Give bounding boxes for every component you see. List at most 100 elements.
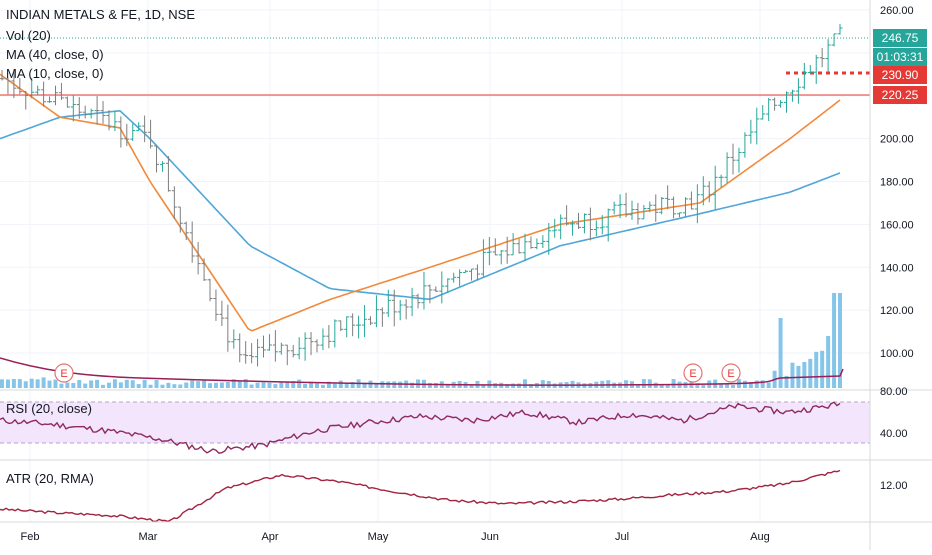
ohlc-bar[interactable] — [813, 54, 819, 85]
ohlc-bar[interactable] — [801, 62, 807, 90]
ohlc-bar[interactable] — [659, 196, 665, 215]
ohlc-bar[interactable] — [789, 89, 795, 102]
ohlc-bar[interactable] — [5, 77, 11, 95]
ohlc-bar[interactable] — [231, 329, 237, 349]
ohlc-bar[interactable] — [136, 122, 142, 132]
ohlc-bar[interactable] — [522, 233, 528, 261]
ohlc-bar[interactable] — [290, 344, 296, 358]
ohlc-bar[interactable] — [570, 220, 576, 236]
ohlc-bar[interactable] — [677, 212, 683, 218]
ohlc-bar[interactable] — [605, 208, 611, 242]
ohlc-bar[interactable] — [760, 105, 766, 120]
ohlc-bar[interactable] — [70, 94, 76, 122]
ohlc-bar[interactable] — [611, 201, 617, 215]
ohlc-bar[interactable] — [712, 165, 718, 210]
ohlc-bar[interactable] — [564, 205, 570, 226]
ohlc-bar[interactable] — [35, 85, 41, 95]
ohlc-bar[interactable] — [778, 100, 784, 108]
rsi-legend[interactable]: RSI (20, close) — [6, 401, 92, 416]
ohlc-bar[interactable] — [463, 269, 469, 274]
ohlc-bar[interactable] — [41, 81, 47, 107]
ohlc-bar[interactable] — [397, 299, 403, 321]
ohlc-bar[interactable] — [213, 289, 219, 321]
volume-legend[interactable]: Vol (20) — [6, 28, 51, 43]
ohlc-bar[interactable] — [629, 200, 635, 220]
ohlc-bar[interactable] — [17, 78, 23, 95]
symbol-title[interactable]: INDIAN METALS & FE, 1D, NSE — [6, 7, 196, 22]
ohlc-bar[interactable] — [58, 82, 64, 100]
ohlc-bar[interactable] — [237, 333, 243, 363]
ohlc-bars[interactable] — [0, 24, 843, 367]
ohlc-bar[interactable] — [255, 338, 261, 367]
ohlc-bar[interactable] — [528, 236, 534, 249]
ohlc-bar[interactable] — [480, 239, 486, 277]
ohlc-bar[interactable] — [415, 293, 421, 309]
ohlc-bar[interactable] — [575, 212, 581, 229]
ohlc-bar[interactable] — [379, 307, 385, 327]
ohlc-bar[interactable] — [807, 64, 813, 74]
earnings-marker[interactable]: E — [683, 363, 703, 383]
ohlc-bar[interactable] — [159, 161, 165, 172]
ohlc-bar[interactable] — [177, 206, 183, 233]
ma10-legend[interactable]: MA (10, close, 0) — [6, 66, 104, 81]
ohlc-bar[interactable] — [367, 316, 373, 326]
ohlc-bar[interactable] — [474, 264, 480, 281]
ohlc-bar[interactable] — [433, 286, 439, 292]
ohlc-bar[interactable] — [469, 268, 475, 281]
ohlc-bar[interactable] — [599, 215, 605, 235]
ohlc-bar[interactable] — [308, 332, 314, 356]
ohlc-bar[interactable] — [88, 108, 94, 119]
ohlc-bar[interactable] — [451, 272, 457, 283]
ohlc-bar[interactable] — [47, 96, 53, 103]
ohlc-bar[interactable] — [831, 33, 837, 47]
ohlc-bar[interactable] — [421, 271, 427, 310]
ohlc-bar[interactable] — [350, 313, 356, 337]
ohlc-bar[interactable] — [100, 101, 106, 124]
ohlc-bar[interactable] — [338, 320, 344, 332]
ohlc-bar[interactable] — [302, 332, 308, 361]
ohlc-bar[interactable] — [706, 181, 712, 203]
ohlc-bar[interactable] — [593, 220, 599, 237]
ohlc-bar[interactable] — [314, 339, 320, 353]
ohlc-bar[interactable] — [742, 132, 748, 158]
ohlc-bar[interactable] — [82, 105, 88, 119]
ohlc-bar[interactable] — [498, 250, 504, 265]
ohlc-bar[interactable] — [617, 194, 623, 219]
ohlc-bar[interactable] — [766, 98, 772, 121]
ohlc-bar[interactable] — [171, 186, 177, 219]
earnings-marker[interactable]: E — [721, 363, 741, 383]
ohlc-bar[interactable] — [772, 97, 778, 111]
ohlc-bar[interactable] — [320, 328, 326, 351]
ohlc-bar[interactable] — [112, 110, 118, 132]
ohlc-bar[interactable] — [445, 278, 451, 294]
ohlc-bar[interactable] — [409, 287, 415, 317]
ohlc-bar[interactable] — [148, 119, 154, 149]
ohlc-bar[interactable] — [724, 152, 730, 184]
earnings-marker[interactable]: E — [54, 363, 74, 383]
ohlc-bar[interactable] — [665, 185, 671, 210]
ohlc-bar[interactable] — [682, 197, 688, 217]
ohlc-bar[interactable] — [534, 238, 540, 250]
ohlc-bar[interactable] — [700, 176, 706, 206]
ohlc-bar[interactable] — [653, 194, 659, 222]
ohlc-bar[interactable] — [825, 39, 831, 72]
ohlc-bar[interactable] — [819, 47, 825, 68]
ohlc-bar[interactable] — [784, 91, 790, 113]
ohlc-bar[interactable] — [694, 184, 700, 224]
ohlc-bar[interactable] — [748, 119, 754, 144]
ohlc-bar[interactable] — [23, 90, 29, 110]
ohlc-bar[interactable] — [504, 236, 510, 264]
ohlc-bar[interactable] — [11, 69, 17, 99]
ohlc-bar[interactable] — [623, 192, 629, 218]
ohlc-bar[interactable] — [219, 300, 225, 327]
ohlc-bar[interactable] — [249, 343, 255, 364]
ohlc-bar[interactable] — [261, 335, 267, 358]
ohlc-bar[interactable] — [736, 147, 742, 173]
ohlc-bar[interactable] — [284, 344, 290, 366]
ohlc-bar[interactable] — [439, 271, 445, 304]
ohlc-bar[interactable] — [266, 334, 272, 351]
ohlc-bar[interactable] — [243, 341, 249, 364]
